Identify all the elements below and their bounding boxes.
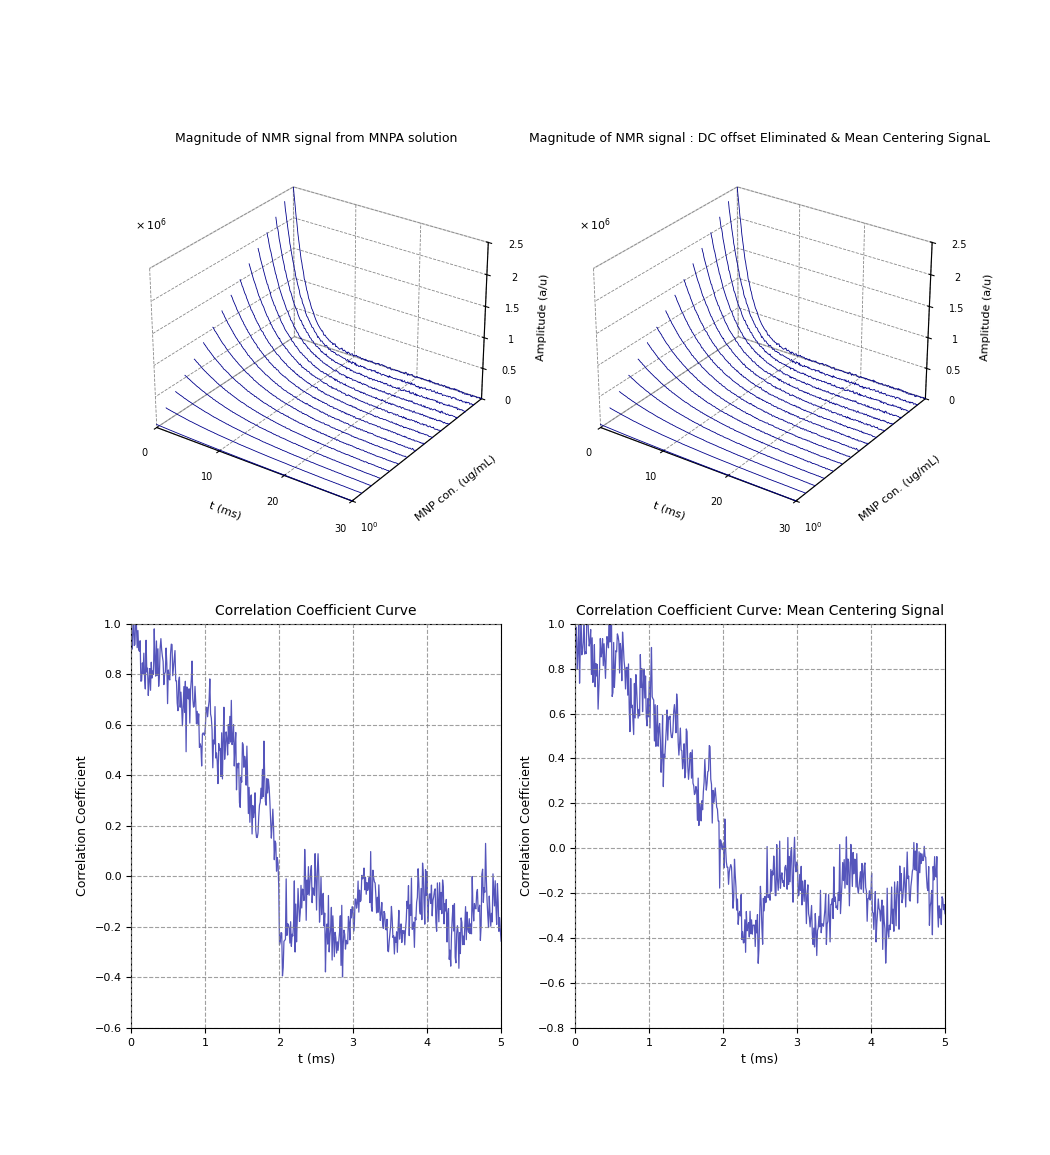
X-axis label: t (ms): t (ms) [652,500,687,521]
Y-axis label: MNP con. (ug/mL): MNP con. (ug/mL) [858,454,942,523]
Text: $\times\,10^6$: $\times\,10^6$ [135,216,167,233]
X-axis label: t (ms): t (ms) [297,1053,335,1066]
Title: Correlation Coefficient Curve: Correlation Coefficient Curve [215,604,417,618]
Title: Correlation Coefficient Curve: Mean Centering Signal: Correlation Coefficient Curve: Mean Cent… [576,604,944,618]
Y-axis label: Correlation Coefficient: Correlation Coefficient [520,755,532,896]
X-axis label: t (ms): t (ms) [208,500,243,521]
Y-axis label: MNP con. (ug/mL): MNP con. (ug/mL) [414,454,498,523]
Title: Magnitude of NMR signal from MNPA solution: Magnitude of NMR signal from MNPA soluti… [175,132,458,144]
X-axis label: t (ms): t (ms) [741,1053,779,1066]
Title: Magnitude of NMR signal : DC offset Eliminated & Mean Centering SignaL: Magnitude of NMR signal : DC offset Elim… [529,132,990,144]
Text: $\times\,10^6$: $\times\,10^6$ [579,216,611,233]
Y-axis label: Correlation Coefficient: Correlation Coefficient [76,755,89,896]
